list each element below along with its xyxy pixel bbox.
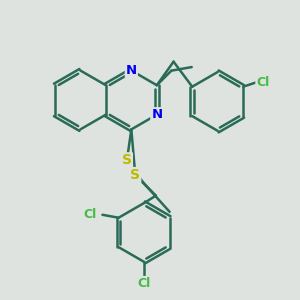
Text: S: S (130, 168, 140, 182)
Text: S: S (122, 153, 132, 167)
Text: Cl: Cl (83, 208, 97, 221)
Text: N: N (126, 64, 137, 77)
Text: Cl: Cl (256, 76, 270, 89)
Text: Cl: Cl (137, 277, 151, 290)
Text: N: N (151, 108, 162, 121)
